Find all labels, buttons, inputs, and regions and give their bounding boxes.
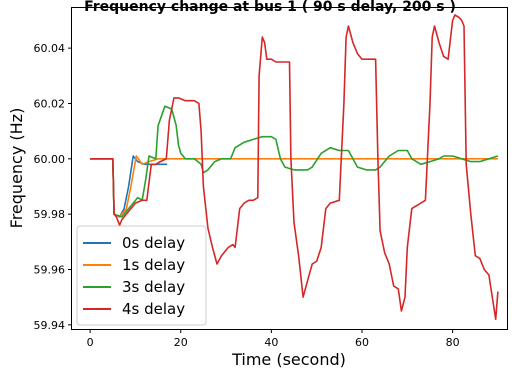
legend-label-2: 3s delay: [122, 278, 185, 296]
x-axis-label: Time (second): [231, 350, 346, 369]
legend: 0s delay 1s delay 3s delay 4s delay: [76, 225, 207, 326]
y-tick-label: 60.00: [34, 153, 66, 166]
x-tick-label: 80: [446, 336, 460, 349]
x-tick-label: 20: [174, 336, 188, 349]
x-tick-label: 60: [355, 336, 369, 349]
y-tick-label: 59.98: [34, 208, 66, 221]
legend-box: [76, 225, 207, 326]
y-axis-label: Frequency (Hz): [7, 108, 26, 229]
y-tick-label: 59.96: [34, 264, 66, 277]
x-axis: 0 20 40 60 80: [87, 329, 460, 349]
x-tick-label: 40: [264, 336, 278, 349]
series-line-2: [90, 105, 499, 218]
legend-label-1: 1s delay: [122, 256, 185, 274]
plot-area: [90, 14, 499, 321]
y-tick-label: 60.02: [34, 97, 66, 110]
y-tick-label: 59.94: [34, 319, 66, 332]
series-line-3: [90, 14, 499, 321]
x-tick-label: 0: [87, 336, 94, 349]
y-tick-label: 60.04: [34, 42, 66, 55]
axes-frame: [71, 7, 508, 330]
legend-label-3: 4s delay: [122, 300, 185, 318]
legend-label-0: 0s delay: [122, 234, 185, 252]
y-axis: 59.94 59.96 59.98 60.00 60.02 60.04: [34, 42, 72, 332]
